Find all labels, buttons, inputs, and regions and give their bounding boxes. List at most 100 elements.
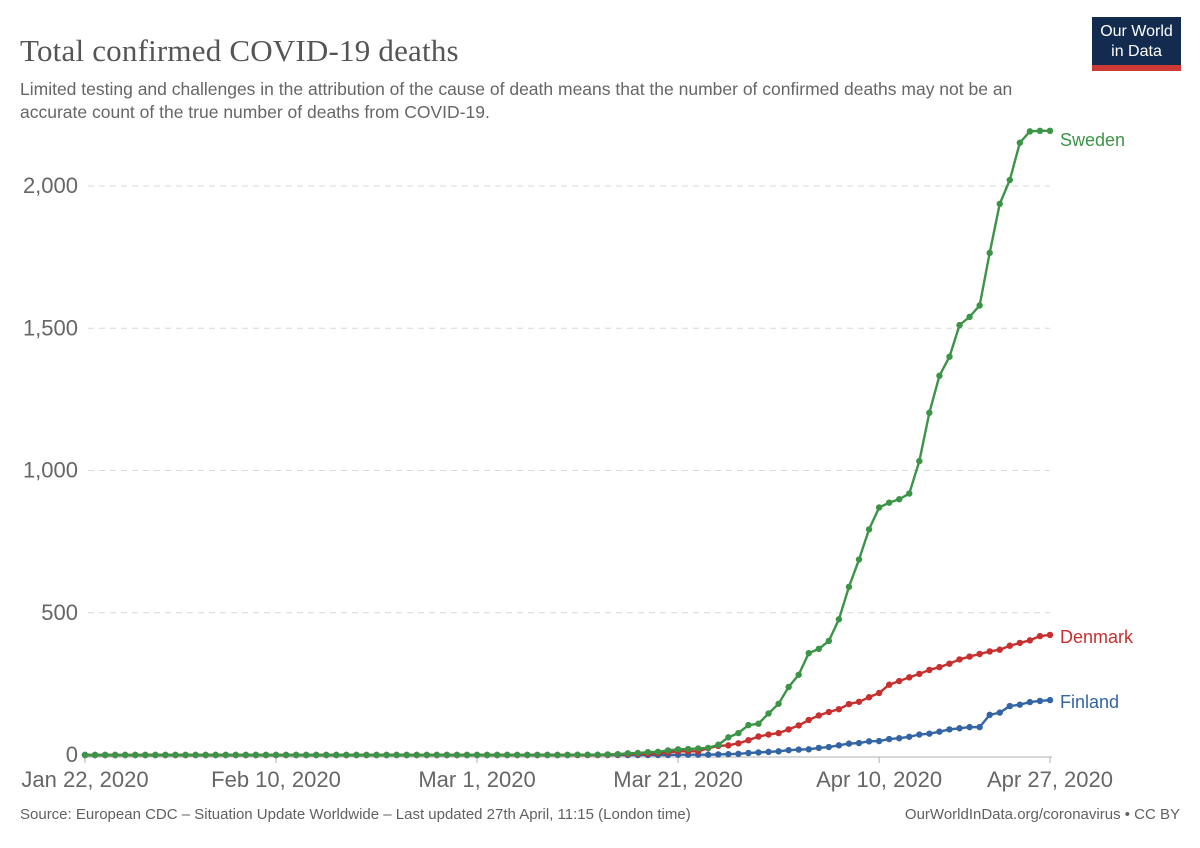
data-point[interactable] [1046, 696, 1054, 704]
data-point[interactable] [302, 751, 310, 759]
data-point[interactable] [946, 726, 953, 733]
data-point[interactable] [936, 372, 943, 379]
data-point[interactable] [765, 748, 772, 756]
data-point[interactable] [936, 663, 943, 671]
data-point[interactable] [634, 749, 642, 757]
data-point[interactable] [725, 734, 732, 741]
data-point[interactable] [604, 751, 611, 758]
data-point[interactable] [825, 637, 833, 645]
data-point[interactable] [745, 721, 752, 729]
data-point[interactable] [81, 751, 89, 759]
data-point[interactable] [946, 353, 953, 360]
data-point[interactable] [212, 751, 219, 759]
data-point[interactable] [1046, 631, 1054, 639]
data-point[interactable] [795, 746, 802, 753]
data-point[interactable] [835, 616, 843, 623]
data-point[interactable] [815, 712, 823, 719]
data-point[interactable] [815, 744, 823, 752]
data-point[interactable] [775, 700, 782, 707]
data-point[interactable] [805, 746, 812, 753]
data-point[interactable] [413, 751, 420, 759]
data-point[interactable] [674, 746, 682, 753]
data-point[interactable] [192, 751, 199, 759]
series-label-denmark[interactable]: Denmark [1060, 627, 1134, 647]
data-point[interactable] [825, 708, 833, 716]
data-point[interactable] [162, 751, 169, 759]
data-point[interactable] [916, 731, 923, 738]
data-point[interactable] [855, 698, 863, 705]
data-point[interactable] [383, 751, 390, 759]
data-point[interactable] [785, 726, 792, 733]
data-point[interactable] [745, 737, 752, 744]
data-point[interactable] [684, 745, 692, 753]
data-point[interactable] [433, 751, 441, 759]
data-point[interactable] [564, 751, 571, 759]
data-point[interactable] [101, 751, 109, 759]
data-point[interactable] [926, 409, 933, 416]
series-line-finland[interactable] [83, 698, 1052, 757]
data-point[interactable] [996, 200, 1003, 208]
data-point[interactable] [966, 653, 973, 660]
data-point[interactable] [755, 733, 762, 740]
data-point[interactable] [896, 735, 903, 742]
data-point[interactable] [875, 504, 883, 511]
data-point[interactable] [956, 725, 963, 732]
data-point[interactable] [503, 751, 511, 759]
data-point[interactable] [896, 496, 903, 503]
data-point[interactable] [333, 751, 340, 759]
data-point[interactable] [644, 748, 652, 756]
data-point[interactable] [393, 751, 400, 759]
data-point[interactable] [896, 677, 903, 685]
data-point[interactable] [865, 738, 873, 745]
data-point[interactable] [152, 751, 159, 759]
data-point[interactable] [323, 751, 330, 759]
data-point[interactable] [654, 748, 662, 756]
data-point[interactable] [1046, 127, 1054, 135]
data-point[interactable] [885, 681, 893, 688]
data-point[interactable] [926, 666, 933, 674]
data-point[interactable] [202, 751, 209, 759]
data-point[interactable] [453, 751, 461, 759]
data-point[interactable] [916, 670, 923, 678]
data-point[interactable] [755, 720, 762, 727]
data-point[interactable] [855, 556, 863, 563]
data-point[interactable] [906, 674, 913, 681]
data-point[interactable] [775, 748, 782, 755]
data-point[interactable] [614, 750, 621, 758]
data-point[interactable] [1016, 139, 1024, 146]
data-point[interactable] [795, 722, 802, 729]
data-point[interactable] [996, 709, 1003, 716]
data-point[interactable] [976, 723, 983, 731]
data-point[interactable] [986, 648, 993, 655]
data-point[interactable] [363, 751, 370, 759]
data-point[interactable] [785, 683, 792, 691]
data-point[interactable] [312, 751, 320, 759]
data-point[interactable] [885, 499, 893, 506]
data-point[interactable] [182, 751, 189, 759]
data-point[interactable] [403, 751, 410, 759]
data-point[interactable] [825, 743, 833, 751]
series-label-sweden[interactable]: Sweden [1060, 130, 1125, 150]
owid-logo[interactable]: Our World in Data [1092, 17, 1181, 71]
series-sweden[interactable]: Sweden [81, 127, 1125, 759]
data-point[interactable] [845, 700, 853, 708]
data-point[interactable] [1036, 632, 1044, 640]
data-point[interactable] [1026, 128, 1034, 135]
data-point[interactable] [725, 742, 732, 749]
series-denmark[interactable]: Denmark [81, 627, 1134, 759]
data-point[interactable] [865, 694, 873, 701]
data-point[interactable] [262, 751, 270, 759]
data-point[interactable] [111, 751, 119, 759]
data-point[interactable] [1026, 637, 1034, 644]
data-point[interactable] [222, 751, 229, 759]
data-point[interactable] [524, 751, 531, 759]
data-point[interactable] [343, 751, 350, 759]
data-point[interactable] [745, 749, 752, 757]
data-point[interactable] [835, 705, 843, 713]
data-point[interactable] [272, 751, 280, 759]
data-point[interactable] [514, 751, 521, 759]
data-point[interactable] [463, 751, 471, 759]
data-point[interactable] [735, 750, 742, 758]
data-point[interactable] [805, 716, 812, 724]
